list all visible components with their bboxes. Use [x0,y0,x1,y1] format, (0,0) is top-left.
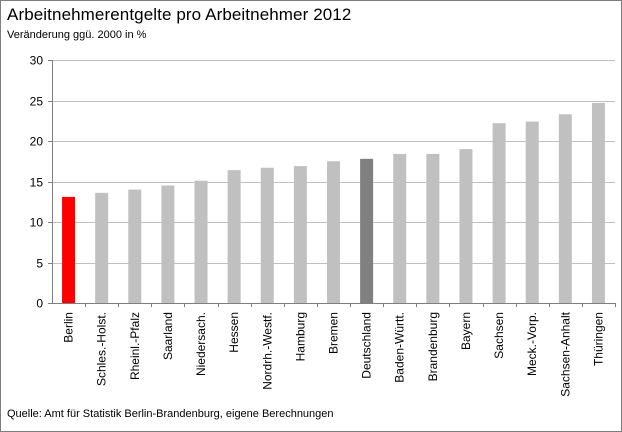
bar [525,121,539,303]
x-tick-label: Meck.-Vorp. [525,312,539,376]
x-tick-label: Saarland [161,312,175,360]
bar [360,158,374,303]
x-tick-label: Sachsen [492,312,506,359]
bar [492,123,506,304]
bar [327,161,340,303]
bar [194,180,208,303]
y-tick-label: 30 [30,54,44,68]
x-tick-label: Berlin [62,312,76,343]
x-tick-labels: Berlin Schles.-Holst. Rheinl.-Pfalz Saarlan… [62,311,606,396]
bar [260,167,274,303]
bar [293,166,307,303]
y-tick-label: 0 [36,297,43,311]
x-tick-label: Deutschland [360,312,374,379]
x-tick-label: Brandenburg [426,312,440,381]
bar [161,185,175,303]
chart-subtitle: Veränderung ggü. 2000 in % [7,29,147,41]
y-tick-label: 20 [30,135,44,149]
axes [48,60,616,307]
x-tick-label: Rheinl.-Pfalz [128,312,142,380]
chart-title: Arbeitnehmerentgelte pro Arbeitnehmer 20… [7,5,352,24]
bar [393,153,407,303]
bar [459,149,473,303]
y-tick-label: 25 [30,95,44,109]
bar [227,170,241,303]
x-tick-label: Bayern [459,312,473,350]
y-tick-label: 15 [30,176,44,190]
bar [426,153,440,303]
bar [591,102,605,304]
x-tick-label: Schles.-Holst. [95,312,109,386]
x-tick-label: Bremen [327,312,341,354]
bar [558,114,572,304]
y-tick-label: 10 [30,216,44,230]
y-tick-labels: 0 5 10 15 20 25 30 [30,54,44,311]
y-tick-label: 5 [36,257,43,271]
x-tick-label: Niedersach. [194,312,208,376]
x-tick-label: Nordrh.-Westf. [260,312,274,390]
x-tick-label: Baden-Württ. [393,312,407,383]
bars [62,102,605,304]
bar [128,189,142,303]
x-tick-label: Hessen [227,312,241,353]
chart-source: Quelle: Amt für Statistik Berlin-Branden… [7,408,334,420]
bar [95,192,109,303]
x-tick-label: Hamburg [293,312,307,361]
bar [62,196,76,303]
x-tick-label: Thüringen [591,312,605,366]
x-tick-label: Sachsen-Anhalt [558,311,572,396]
